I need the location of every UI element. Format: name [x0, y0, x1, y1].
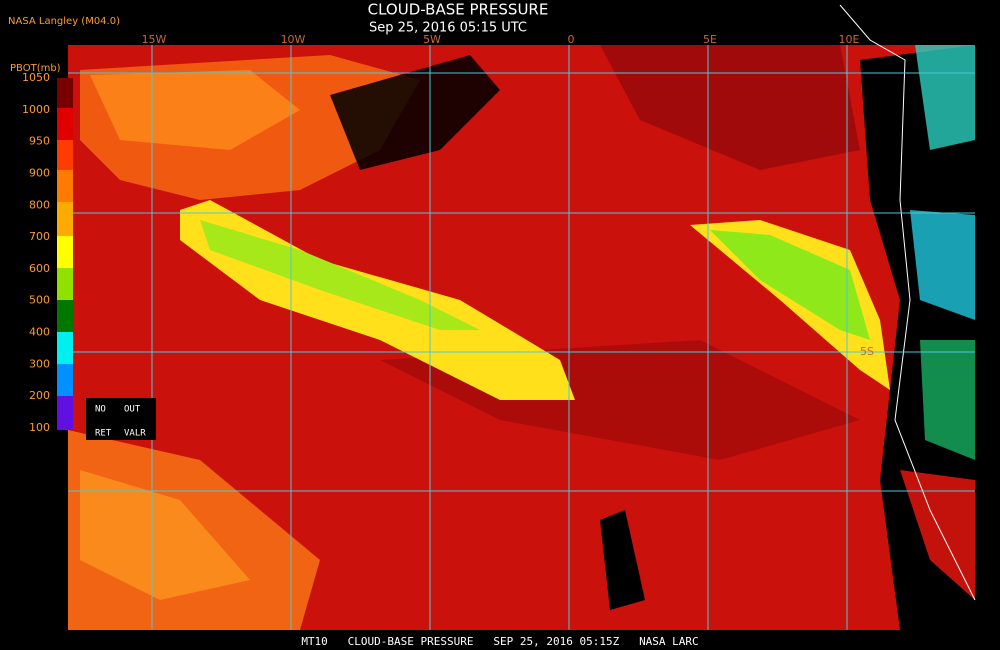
color-bar-tick: 950 — [29, 135, 50, 148]
color-bar-tick: 200 — [29, 389, 50, 402]
longitude-label: 10W — [281, 33, 306, 46]
longitude-label: 10E — [839, 33, 860, 46]
legend-note: RET — [95, 429, 112, 439]
color-bar-tick: 600 — [29, 262, 50, 275]
longitude-label: 5E — [703, 33, 717, 46]
note-box — [86, 398, 156, 440]
color-bar-tick: 1050 — [22, 71, 50, 84]
legend-note: OUT — [124, 405, 141, 415]
longitude-label: 15W — [142, 33, 167, 46]
longitude-label: 5W — [423, 33, 441, 46]
timestamp: Sep 25, 2016 05:15 UTC — [369, 21, 527, 36]
longitude-label: 0 — [568, 33, 575, 46]
color-bar — [57, 78, 73, 430]
latitude-label: 5S — [860, 345, 874, 358]
legend-note: NO — [95, 405, 106, 415]
color-bar-tick: 400 — [29, 326, 50, 339]
color-bar-tick: 100 — [29, 421, 50, 434]
color-bar-tick: 300 — [29, 357, 50, 370]
color-bar-tick: 500 — [29, 294, 50, 307]
map-title: CLOUD-BASE PRESSURE — [368, 1, 549, 19]
color-bar-tick: 800 — [29, 198, 50, 211]
source-label: NASA Langley (M04.0) — [8, 16, 120, 27]
color-bar-tick: 700 — [29, 230, 50, 243]
legend-note: VALR — [124, 429, 146, 439]
color-bar-tick: 900 — [29, 166, 50, 179]
graticule — [68, 45, 975, 630]
color-bar-tick: 1000 — [22, 103, 50, 116]
legend-label: PBOT(mb) — [10, 63, 61, 74]
footer: MT10 CLOUD-BASE PRESSURE SEP 25, 2016 05… — [301, 635, 698, 648]
map-image — [68, 4, 976, 630]
